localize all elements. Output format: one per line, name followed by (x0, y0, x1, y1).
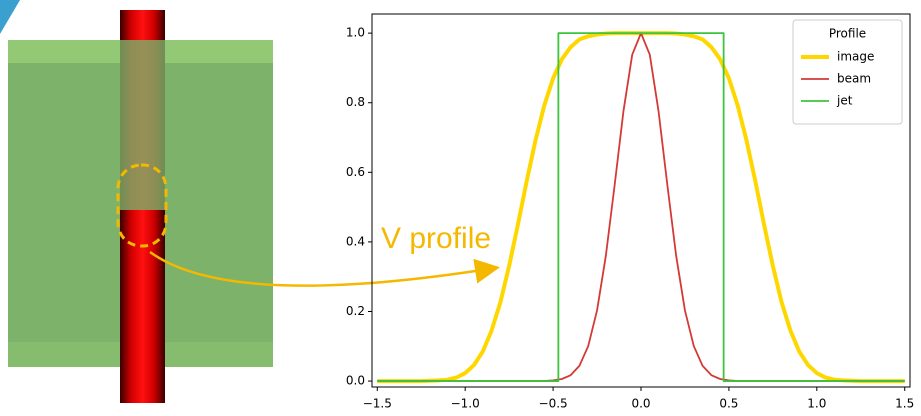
annotation: V profile (381, 222, 491, 255)
series-line (377, 32, 905, 382)
legend-label: image (837, 50, 874, 64)
x-tick-label: 0.5 (719, 397, 738, 411)
legend-box (792, 19, 903, 125)
legend-title: Profile (829, 27, 866, 41)
legend-label: jet (836, 94, 853, 108)
y-tick-label: 0.0 (346, 374, 365, 388)
x-tick-label: 1.0 (807, 397, 826, 411)
x-tick-label: −1.5 (363, 397, 392, 411)
y-tick-label: 1.0 (346, 26, 365, 40)
x-tick-label: 1.5 (895, 397, 914, 411)
y-tick-label: 0.6 (346, 165, 365, 179)
y-tick-label: 0.2 (346, 304, 365, 318)
arrow (149, 250, 500, 287)
probe-region (116, 163, 168, 248)
corner-shape (0, 0, 20, 34)
legend-label: beam (837, 72, 871, 86)
y-tick-label: 0.4 (346, 234, 365, 248)
plot-frame (371, 13, 911, 388)
x-tick-label: −1.0 (451, 397, 480, 411)
x-tick-label: 0.0 (631, 397, 650, 411)
x-tick-label: −0.5 (539, 397, 568, 411)
cylinder-overlay (120, 40, 165, 210)
y-tick-label: 0.8 (346, 95, 365, 109)
